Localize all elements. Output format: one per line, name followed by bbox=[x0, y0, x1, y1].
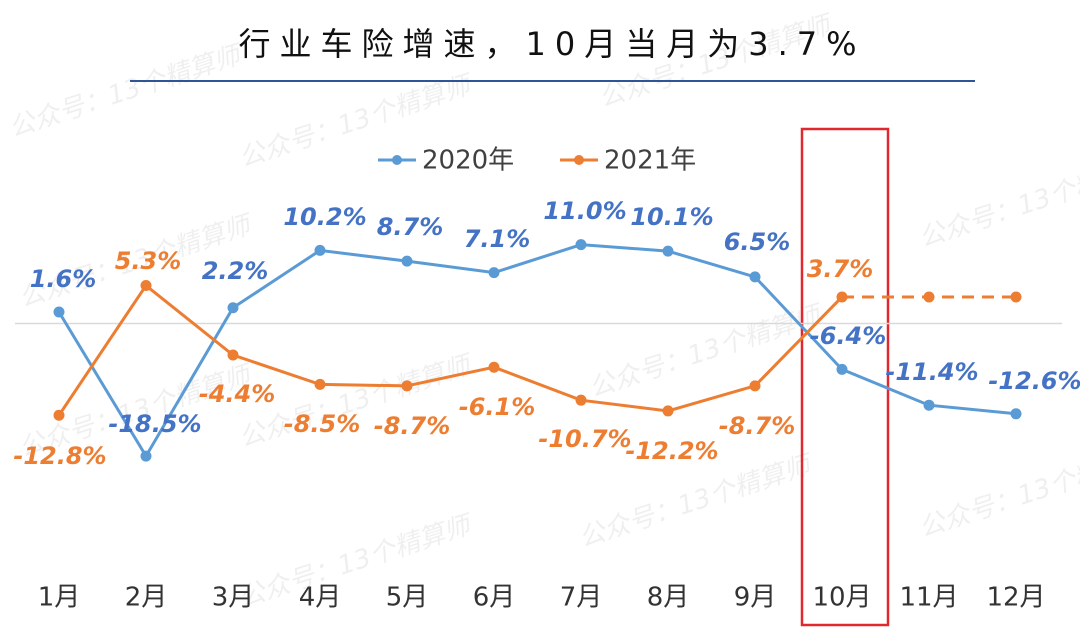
data-point bbox=[575, 394, 587, 406]
series-line bbox=[57, 283, 844, 417]
data-label: 5.3% bbox=[115, 247, 182, 275]
legend-marker bbox=[574, 155, 584, 165]
data-label: 8.7% bbox=[377, 213, 444, 241]
chart-title: 行业车险增速，10月当月为3.7% bbox=[238, 25, 865, 63]
data-point bbox=[314, 378, 326, 390]
data-label: 10.2% bbox=[283, 203, 366, 231]
x-tick-label: 3月 bbox=[212, 583, 255, 613]
data-point bbox=[1010, 291, 1022, 303]
data-point bbox=[749, 380, 761, 392]
data-point bbox=[140, 450, 152, 462]
data-point bbox=[662, 245, 674, 257]
data-point bbox=[836, 363, 848, 375]
data-label: -10.7% bbox=[538, 425, 631, 453]
watermark: 公众号：13个精算师 bbox=[915, 150, 1080, 254]
data-point bbox=[1010, 408, 1022, 420]
x-tick-label: 1月 bbox=[38, 583, 81, 613]
legend-label: 2020年 bbox=[422, 146, 514, 176]
data-point bbox=[836, 291, 848, 303]
data-point bbox=[488, 361, 500, 373]
data-point bbox=[923, 291, 935, 303]
data-point bbox=[53, 306, 65, 318]
watermark: 公众号：13个精算师 bbox=[915, 440, 1080, 544]
data-label: -12.8% bbox=[13, 442, 106, 470]
legend-marker bbox=[392, 155, 402, 165]
data-point bbox=[401, 255, 413, 267]
data-label: 2.2% bbox=[202, 257, 269, 285]
data-label: -11.4% bbox=[885, 358, 978, 386]
data-label: -18.5% bbox=[108, 410, 201, 438]
data-point bbox=[401, 380, 413, 392]
series-line bbox=[57, 243, 1017, 460]
data-point bbox=[53, 409, 65, 421]
x-tick-label: 4月 bbox=[299, 583, 342, 613]
data-label: -8.7% bbox=[719, 412, 796, 440]
data-label: -6.4% bbox=[810, 322, 887, 350]
data-point bbox=[662, 405, 674, 417]
data-point bbox=[140, 280, 152, 292]
x-tick-label: 12月 bbox=[986, 583, 1045, 613]
x-tick-label: 9月 bbox=[734, 583, 777, 613]
x-tick-label: 2月 bbox=[125, 583, 168, 613]
data-point bbox=[227, 349, 239, 361]
x-tick-label: 5月 bbox=[386, 583, 429, 613]
data-point bbox=[227, 302, 239, 314]
data-label: -6.1% bbox=[459, 393, 536, 421]
data-point bbox=[575, 239, 587, 251]
data-label: 11.0% bbox=[543, 197, 626, 225]
data-point bbox=[749, 271, 761, 283]
data-label: 6.5% bbox=[724, 228, 791, 256]
data-label: -4.4% bbox=[199, 380, 276, 408]
watermark: 公众号：13个精算师 bbox=[575, 450, 817, 554]
data-point bbox=[923, 399, 935, 411]
data-label: -12.6% bbox=[988, 367, 1080, 395]
x-tick-label: 8月 bbox=[647, 583, 690, 613]
x-tick-label: 6月 bbox=[473, 583, 516, 613]
data-label: -12.2% bbox=[625, 437, 718, 465]
data-label: -8.5% bbox=[284, 410, 361, 438]
watermark: 公众号：13个精算师 bbox=[235, 510, 477, 614]
watermark: 公众号：13个精算师 bbox=[5, 40, 247, 144]
highlight-box bbox=[800, 127, 890, 627]
legend-label: 2021年 bbox=[604, 146, 696, 176]
data-point bbox=[314, 244, 326, 256]
data-label: 10.1% bbox=[630, 203, 713, 231]
data-label: 1.6% bbox=[30, 265, 97, 293]
data-point bbox=[488, 267, 500, 279]
watermarks: 公众号：13个精算师 公众号：13个精算师 公众号：13个精算师 公众号：13个… bbox=[5, 10, 1080, 614]
data-label: -8.7% bbox=[374, 412, 451, 440]
x-tick-label: 11月 bbox=[899, 583, 958, 613]
x-tick-label: 7月 bbox=[560, 583, 603, 613]
x-tick-label: 10月 bbox=[812, 583, 871, 613]
data-label: 3.7% bbox=[807, 255, 874, 283]
data-label: 7.1% bbox=[464, 225, 531, 253]
